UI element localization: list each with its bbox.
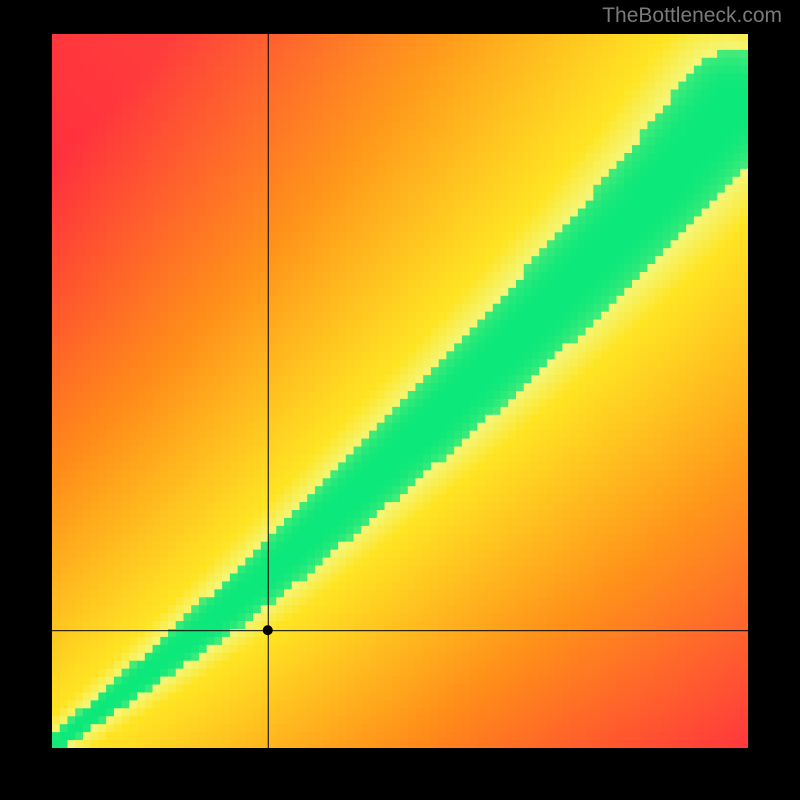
bottleneck-heatmap [52, 34, 748, 748]
watermark-text: TheBottleneck.com [602, 4, 782, 28]
heatmap-canvas [52, 34, 748, 748]
